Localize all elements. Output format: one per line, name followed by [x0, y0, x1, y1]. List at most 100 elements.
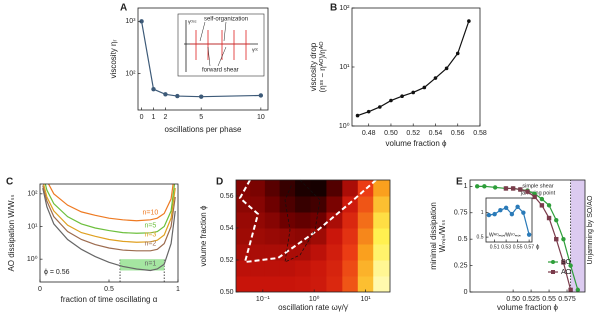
inset-background [486, 198, 532, 242]
legend-label: SO [561, 259, 572, 266]
x-tick-label: 10 [257, 114, 265, 121]
y-tick-label: 1 [464, 183, 468, 190]
marker [366, 109, 371, 114]
marker [509, 211, 515, 217]
marker [482, 184, 487, 189]
plot-area [42, 184, 176, 282]
panel-letter: D [216, 177, 223, 188]
marker [199, 94, 204, 99]
heat-cell [310, 244, 327, 261]
marker [492, 211, 497, 217]
panel-letter: C [6, 177, 13, 188]
y-tick-label: 0.54 [220, 225, 234, 232]
heat-cell [373, 228, 390, 245]
heat-cell [326, 196, 343, 213]
x-tick-label: 1 [152, 114, 156, 121]
x-axis-label: oscillation rate ωγ/γ̇ [278, 303, 349, 312]
marker [554, 217, 559, 223]
inset-label: γᵈᶜ [252, 47, 258, 53]
series-line [47, 184, 174, 222]
y-axis-label: Wₘᵢₙ/Wₛₛ [438, 220, 447, 253]
marker [422, 85, 427, 90]
heat-cell [326, 228, 343, 245]
marker [568, 287, 573, 293]
x-tick-label: 0.5 [104, 286, 114, 293]
heat-cell [357, 212, 374, 229]
marker [411, 90, 416, 95]
y-axis-label: AO dissipation W/Wₛₛ [7, 194, 16, 271]
annotation: Unjamming by SO/AO [587, 195, 594, 264]
heat-cell [373, 244, 390, 261]
series-line [42, 187, 176, 272]
heat-cell [264, 212, 281, 229]
heat-cell [342, 244, 359, 261]
y-tick-label: 0.52 [220, 257, 234, 264]
x-tick-label: 5 [199, 114, 203, 121]
series-label: n=5 [144, 223, 156, 230]
series-label: n=3 [144, 232, 156, 239]
x-tick-label: 0.58 [473, 130, 487, 137]
x-tick-label: 0.48 [362, 130, 376, 137]
annotation: simple shear [522, 183, 553, 189]
heat-cell [279, 180, 296, 197]
marker [455, 51, 460, 56]
y-axis-label: minimal dissipation [429, 202, 438, 270]
y-tick-label: 0.5 [477, 234, 484, 240]
marker [539, 203, 545, 208]
y-axis-label: (ηˢˢ − ηᴬᴼ)/ηᴬᴼ [318, 42, 327, 93]
heat-cell [279, 260, 296, 277]
marker [400, 94, 404, 98]
marker [498, 208, 503, 213]
heat-cell [373, 180, 390, 197]
heat-cell [295, 180, 312, 197]
marker [258, 93, 264, 98]
heat-cell [236, 180, 251, 197]
x-tick-label: 0.56 [451, 130, 465, 137]
heat-cell [250, 260, 266, 277]
marker [518, 187, 523, 192]
marker [546, 215, 552, 221]
marker [467, 19, 471, 23]
heat-cell [326, 244, 343, 261]
y-tick-label: 10⁰ [339, 122, 350, 130]
x-tick-label: 0.55 [513, 244, 523, 250]
heat-cell [357, 180, 374, 197]
heat-cell [373, 212, 390, 229]
heat-cell [250, 196, 266, 213]
y-tick-label: 10⁰ [27, 255, 38, 263]
heat-cell [326, 276, 343, 292]
heat-cell [236, 276, 251, 292]
heat-cell [342, 196, 359, 213]
marker [575, 287, 581, 293]
heat-cell [357, 276, 374, 292]
series-line [44, 184, 176, 234]
heat-cell [295, 276, 312, 292]
legend-marker [551, 260, 555, 264]
heat-cell [310, 196, 327, 213]
annotation: jamming point [520, 190, 556, 196]
marker [525, 189, 530, 194]
x-tick-label: 0.52 [406, 130, 420, 137]
marker [389, 98, 393, 103]
x-tick-label: 0.525 [522, 296, 540, 303]
marker [568, 263, 573, 268]
y-tick-label: 10¹ [339, 64, 350, 71]
boundary [238, 179, 377, 264]
heat-cell [295, 196, 312, 213]
marker [503, 205, 509, 210]
marker [526, 232, 532, 237]
heat-cell [236, 228, 251, 245]
heat-cell [236, 196, 251, 213]
heat-cell [326, 180, 343, 197]
marker [510, 186, 516, 191]
marker [532, 194, 537, 200]
panel-a-inset: γᴼˢᶜ self-organization forward shear γᵈᶜ [177, 13, 265, 77]
series-label: n=10 [143, 210, 159, 217]
marker [546, 203, 552, 208]
y-tick-label: 10³ [125, 18, 136, 25]
y-axis-label: Wᴬᴼₘᵢₙ/Wˢᴼₘᵢₙ [489, 232, 521, 238]
heat-cell [295, 260, 312, 277]
series-label: n=2 [144, 241, 156, 248]
marker [561, 236, 566, 242]
heat-cell [279, 228, 296, 245]
